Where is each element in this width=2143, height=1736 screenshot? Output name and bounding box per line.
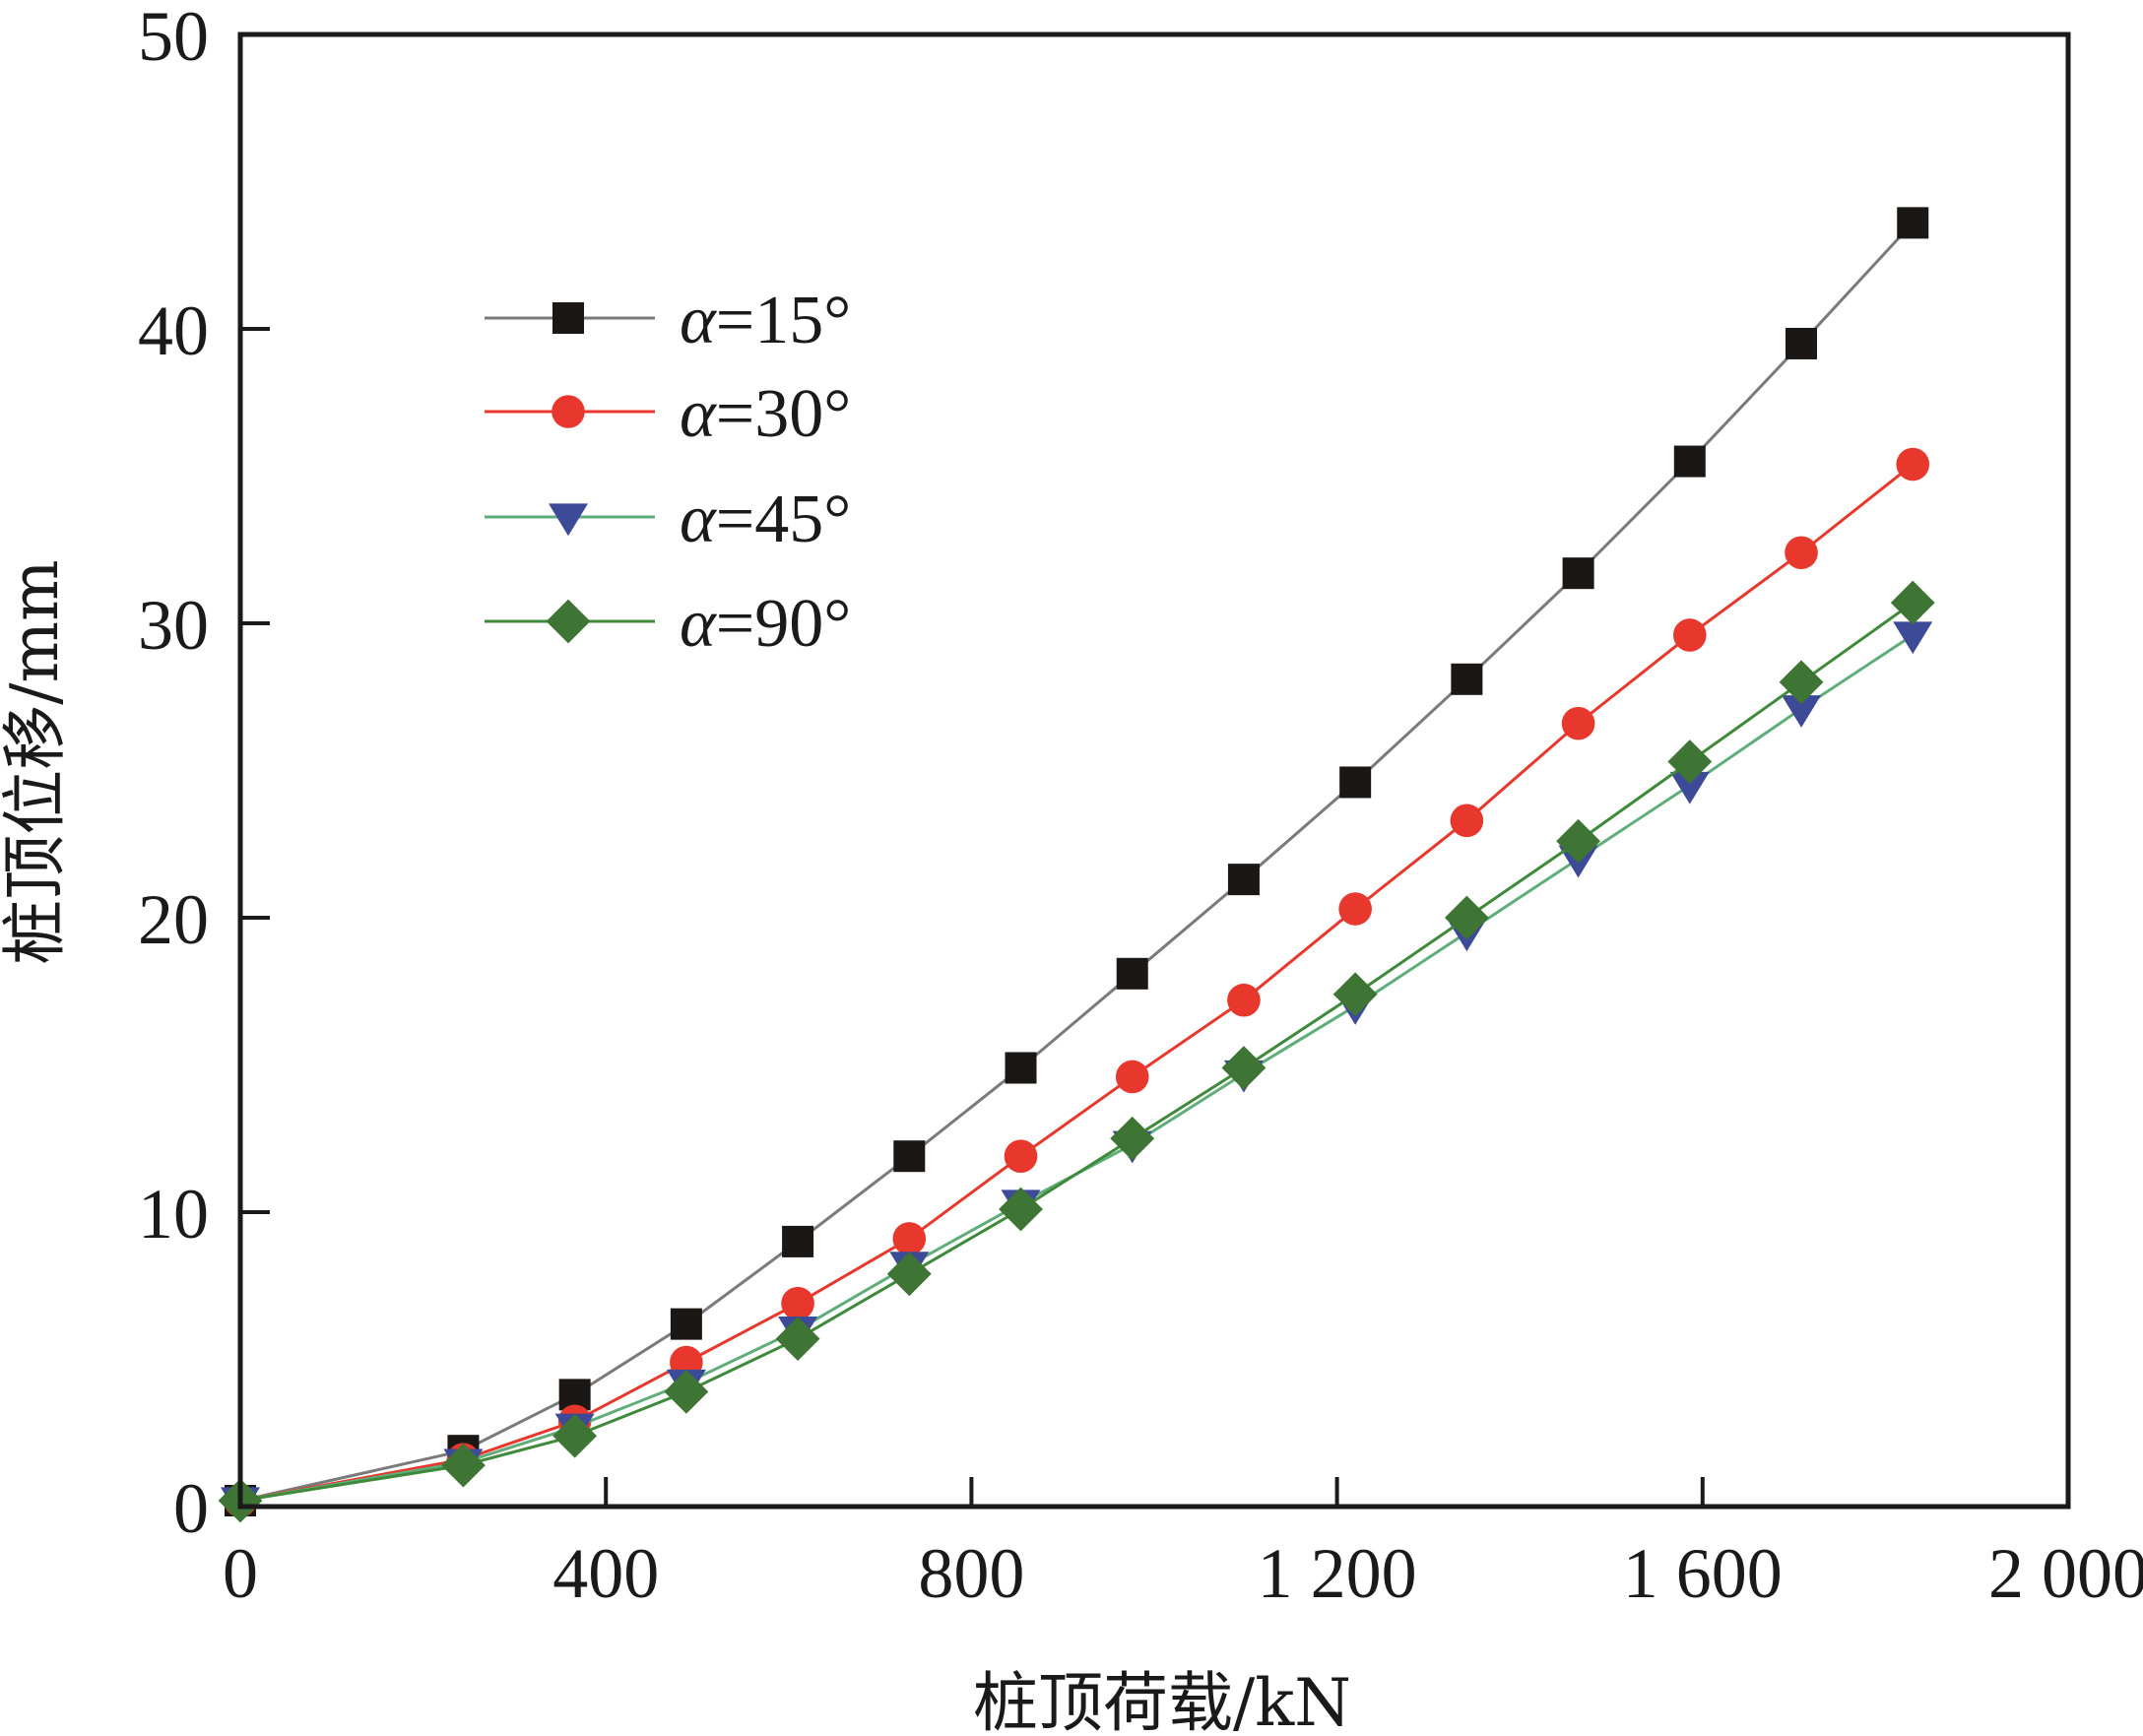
series-4	[218, 580, 1935, 1523]
data-point	[893, 1140, 926, 1173]
data-point	[1332, 972, 1378, 1017]
data-point	[775, 1317, 820, 1361]
series-1	[225, 207, 1929, 1517]
data-point	[1115, 1060, 1149, 1094]
data-point	[1339, 766, 1372, 799]
data-point	[552, 1413, 598, 1458]
data-point	[892, 1222, 927, 1255]
legend-angle-text: =90°	[716, 586, 851, 662]
y-axis-title: 桩顶位移/mm	[0, 559, 73, 964]
series-line	[239, 633, 1915, 1503]
data-point	[1556, 818, 1600, 864]
data-point	[1227, 983, 1261, 1017]
data-point	[1667, 739, 1713, 784]
plot-frame	[237, 32, 2071, 1510]
series-line	[239, 222, 1915, 1503]
legend-marker	[552, 395, 585, 428]
data-point	[1116, 957, 1148, 990]
x-tick-label: 2 000	[1988, 1534, 2143, 1613]
legend-label: α=45°	[680, 482, 851, 557]
legend-marker	[549, 503, 588, 537]
axis-ticks: 0 400 800 1 200 1 600 2 000 0 10 20 30 40 50	[138, 0, 2143, 1613]
data-point	[670, 1308, 702, 1340]
legend-marker	[552, 302, 584, 334]
legend-alpha-symbol: α	[680, 482, 717, 557]
y-tick-label: 20	[138, 880, 209, 959]
legend-item: α=30°	[485, 376, 851, 452]
data-point	[1786, 327, 1818, 359]
legend-angle-text: =30°	[716, 376, 851, 452]
data-point	[1669, 771, 1710, 804]
data-point	[1444, 895, 1489, 940]
legend-item: α=45°	[485, 482, 851, 557]
data-point	[1338, 892, 1372, 926]
data-point	[1779, 660, 1824, 705]
legend-marker	[546, 599, 591, 644]
series-line	[239, 463, 1915, 1503]
data-point	[782, 1225, 814, 1257]
legend-alpha-symbol: α	[680, 283, 717, 358]
x-tick-label: 800	[918, 1534, 1024, 1613]
data-point	[999, 1187, 1043, 1232]
legend-angle-text: =45°	[716, 482, 851, 557]
x-tick-label: 1 200	[1258, 1534, 1417, 1613]
data-point	[1004, 1139, 1038, 1173]
x-tick-label: 1 600	[1623, 1534, 1783, 1613]
data-point	[1893, 621, 1933, 655]
data-point	[1562, 557, 1594, 590]
series-line	[239, 601, 1915, 1503]
data-point	[1673, 618, 1707, 652]
data-point	[441, 1443, 486, 1488]
legend-label: α=30°	[680, 376, 851, 452]
data-point	[1785, 536, 1818, 570]
data-point	[1110, 1116, 1155, 1161]
data-point	[886, 1252, 932, 1297]
data-point	[664, 1369, 709, 1414]
y-tick-label: 40	[138, 291, 209, 370]
data-point	[1561, 706, 1595, 740]
data-point	[1897, 207, 1929, 239]
y-tick-label: 10	[138, 1175, 209, 1254]
legend-label: α=90°	[680, 586, 851, 662]
legend-alpha-symbol: α	[680, 376, 717, 452]
x-tick-label: 0	[223, 1534, 258, 1613]
data-point	[1451, 663, 1483, 695]
data-point	[1782, 695, 1822, 728]
y-tick-label: 50	[138, 0, 209, 76]
series-2	[224, 447, 1930, 1517]
y-tick-label: 0	[173, 1469, 209, 1548]
legend-angle-text: =15°	[716, 283, 851, 358]
data-point	[1890, 580, 1935, 625]
legend: α=15°α=30°α=45°α=90°	[485, 283, 851, 662]
series-layer	[218, 207, 1935, 1523]
data-point	[1221, 1046, 1266, 1090]
data-point	[1896, 447, 1930, 482]
data-point	[781, 1286, 814, 1320]
y-tick-label: 30	[138, 586, 209, 665]
legend-item: α=90°	[485, 586, 851, 662]
data-point	[1227, 864, 1260, 896]
legend-alpha-symbol: α	[680, 586, 717, 662]
x-tick-label: 400	[552, 1534, 659, 1613]
x-axis-title: 桩顶荷载/kN	[973, 1665, 1351, 1736]
data-point	[1673, 445, 1706, 478]
data-point	[1005, 1052, 1037, 1084]
legend-label: α=15°	[680, 283, 851, 358]
legend-item: α=15°	[485, 283, 851, 358]
data-point	[1450, 804, 1484, 838]
